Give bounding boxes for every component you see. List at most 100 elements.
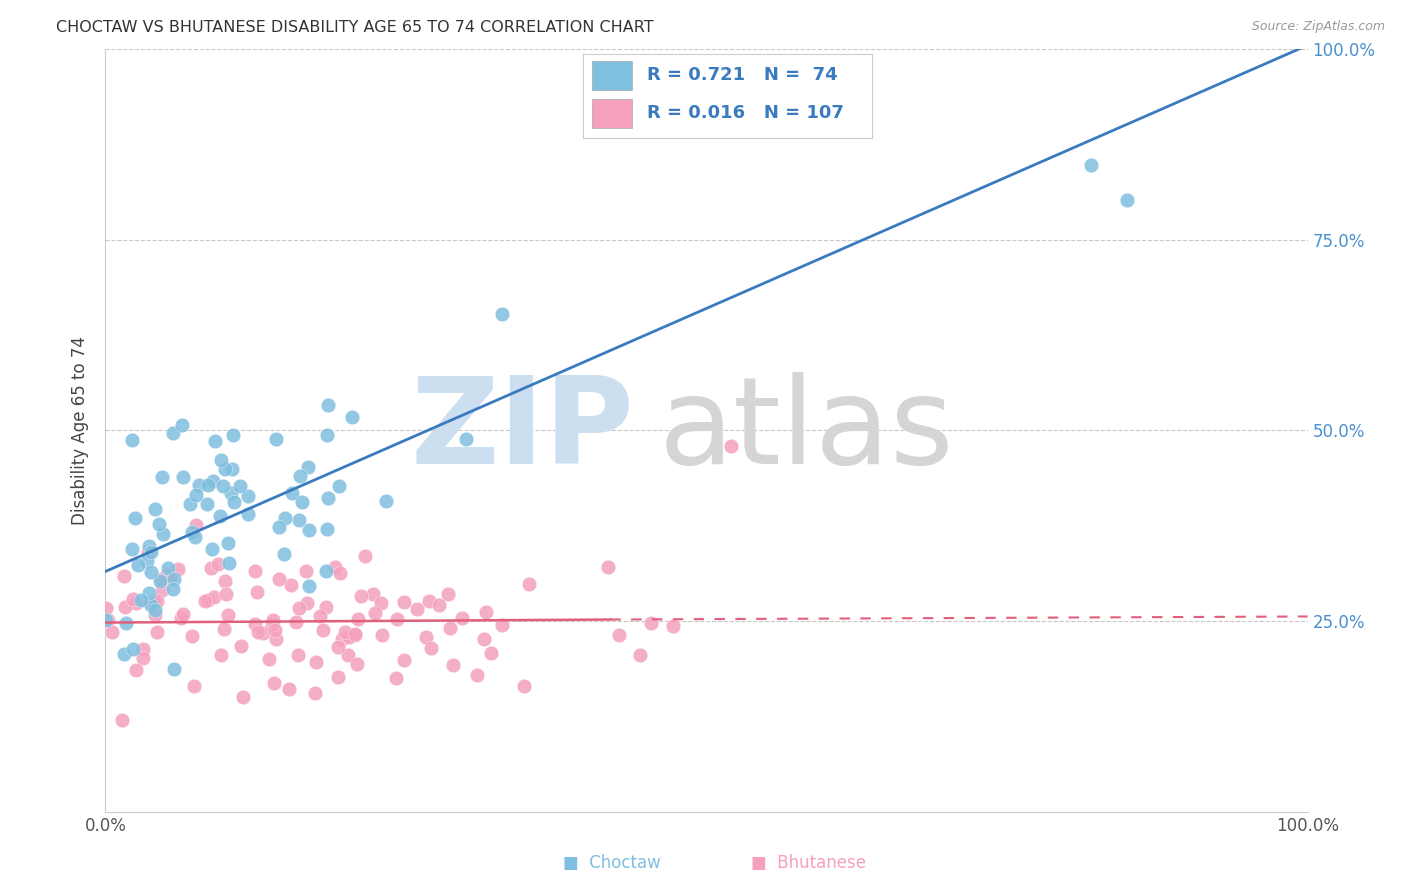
Bar	[592, 62, 633, 90]
Point	[454, 432, 477, 446]
Point	[418, 594, 440, 608]
Text: CHOCTAW VS BHUTANESE DISABILITY AGE 65 TO 74 CORRELATION CHART: CHOCTAW VS BHUTANESE DISABILITY AGE 65 T…	[56, 20, 654, 35]
Point	[112, 569, 135, 583]
Point	[333, 625, 356, 640]
Point	[427, 598, 450, 612]
Point	[329, 566, 352, 581]
Point	[266, 432, 288, 446]
Point	[201, 541, 224, 556]
Point	[437, 587, 460, 601]
Text: R = 0.016   N = 107: R = 0.016 N = 107	[647, 104, 844, 122]
Point	[517, 576, 540, 591]
Point	[337, 630, 360, 644]
Point	[217, 535, 239, 549]
Point	[392, 652, 415, 666]
Point	[385, 612, 408, 626]
Point	[474, 605, 496, 619]
Point	[370, 628, 392, 642]
Point	[94, 600, 117, 615]
Point	[628, 648, 651, 663]
Point	[181, 630, 204, 644]
Point	[146, 593, 169, 607]
Point	[229, 478, 252, 492]
Point	[406, 602, 429, 616]
Point	[247, 625, 270, 640]
Point	[202, 590, 225, 604]
Point	[472, 632, 495, 646]
Point	[385, 672, 408, 686]
Point	[439, 621, 461, 635]
Point	[374, 493, 396, 508]
Point	[114, 599, 136, 614]
Point	[150, 582, 173, 597]
Point	[263, 624, 285, 638]
Point	[145, 603, 167, 617]
Point	[260, 616, 283, 631]
Point	[170, 611, 193, 625]
Point	[197, 592, 219, 607]
Point	[361, 587, 384, 601]
Text: Source: ZipAtlas.com: Source: ZipAtlas.com	[1251, 20, 1385, 33]
Point	[179, 497, 201, 511]
Point	[124, 664, 146, 678]
Point	[297, 460, 319, 475]
Point	[415, 630, 437, 644]
Point	[287, 648, 309, 663]
Point	[336, 648, 359, 662]
Point	[149, 574, 172, 588]
Y-axis label: Disability Age 65 to 74: Disability Age 65 to 74	[72, 336, 90, 524]
Point	[330, 632, 353, 647]
Point	[640, 616, 662, 631]
Point	[101, 625, 124, 640]
Text: ZIP: ZIP	[411, 372, 634, 489]
Point	[180, 525, 202, 540]
Point	[328, 479, 350, 493]
Point	[212, 622, 235, 636]
Point	[1116, 193, 1139, 207]
Point	[97, 613, 120, 627]
Point	[218, 556, 240, 570]
Point	[159, 571, 181, 585]
Point	[354, 549, 377, 563]
Point	[294, 565, 316, 579]
Point	[148, 516, 170, 531]
Point	[156, 567, 179, 582]
Point	[207, 557, 229, 571]
Point	[288, 468, 311, 483]
Point	[172, 418, 194, 433]
Point	[370, 596, 392, 610]
Point	[287, 513, 309, 527]
Point	[172, 469, 194, 483]
Point	[344, 628, 367, 642]
Point	[263, 676, 285, 690]
Point	[125, 596, 148, 610]
Point	[267, 572, 290, 586]
Point	[132, 651, 155, 665]
Point	[200, 561, 222, 575]
Point	[720, 439, 742, 453]
Point	[267, 520, 290, 534]
Point	[139, 599, 162, 613]
Point	[281, 486, 304, 500]
Point	[232, 690, 254, 705]
Point	[316, 522, 339, 536]
Point	[346, 657, 368, 672]
Point	[143, 608, 166, 623]
Point	[217, 607, 239, 622]
Point	[209, 648, 232, 663]
Point	[344, 626, 367, 640]
Point	[184, 530, 207, 544]
Text: ■  Choctaw: ■ Choctaw	[562, 855, 661, 872]
Point	[211, 479, 233, 493]
Point	[121, 434, 143, 448]
Point	[491, 618, 513, 632]
Point	[1080, 158, 1102, 172]
Point	[311, 623, 333, 637]
Point	[221, 461, 243, 475]
Point	[285, 615, 308, 630]
Point	[298, 523, 321, 537]
Point	[122, 591, 145, 606]
Point	[172, 607, 194, 622]
Point	[94, 613, 117, 627]
Point	[274, 510, 297, 524]
